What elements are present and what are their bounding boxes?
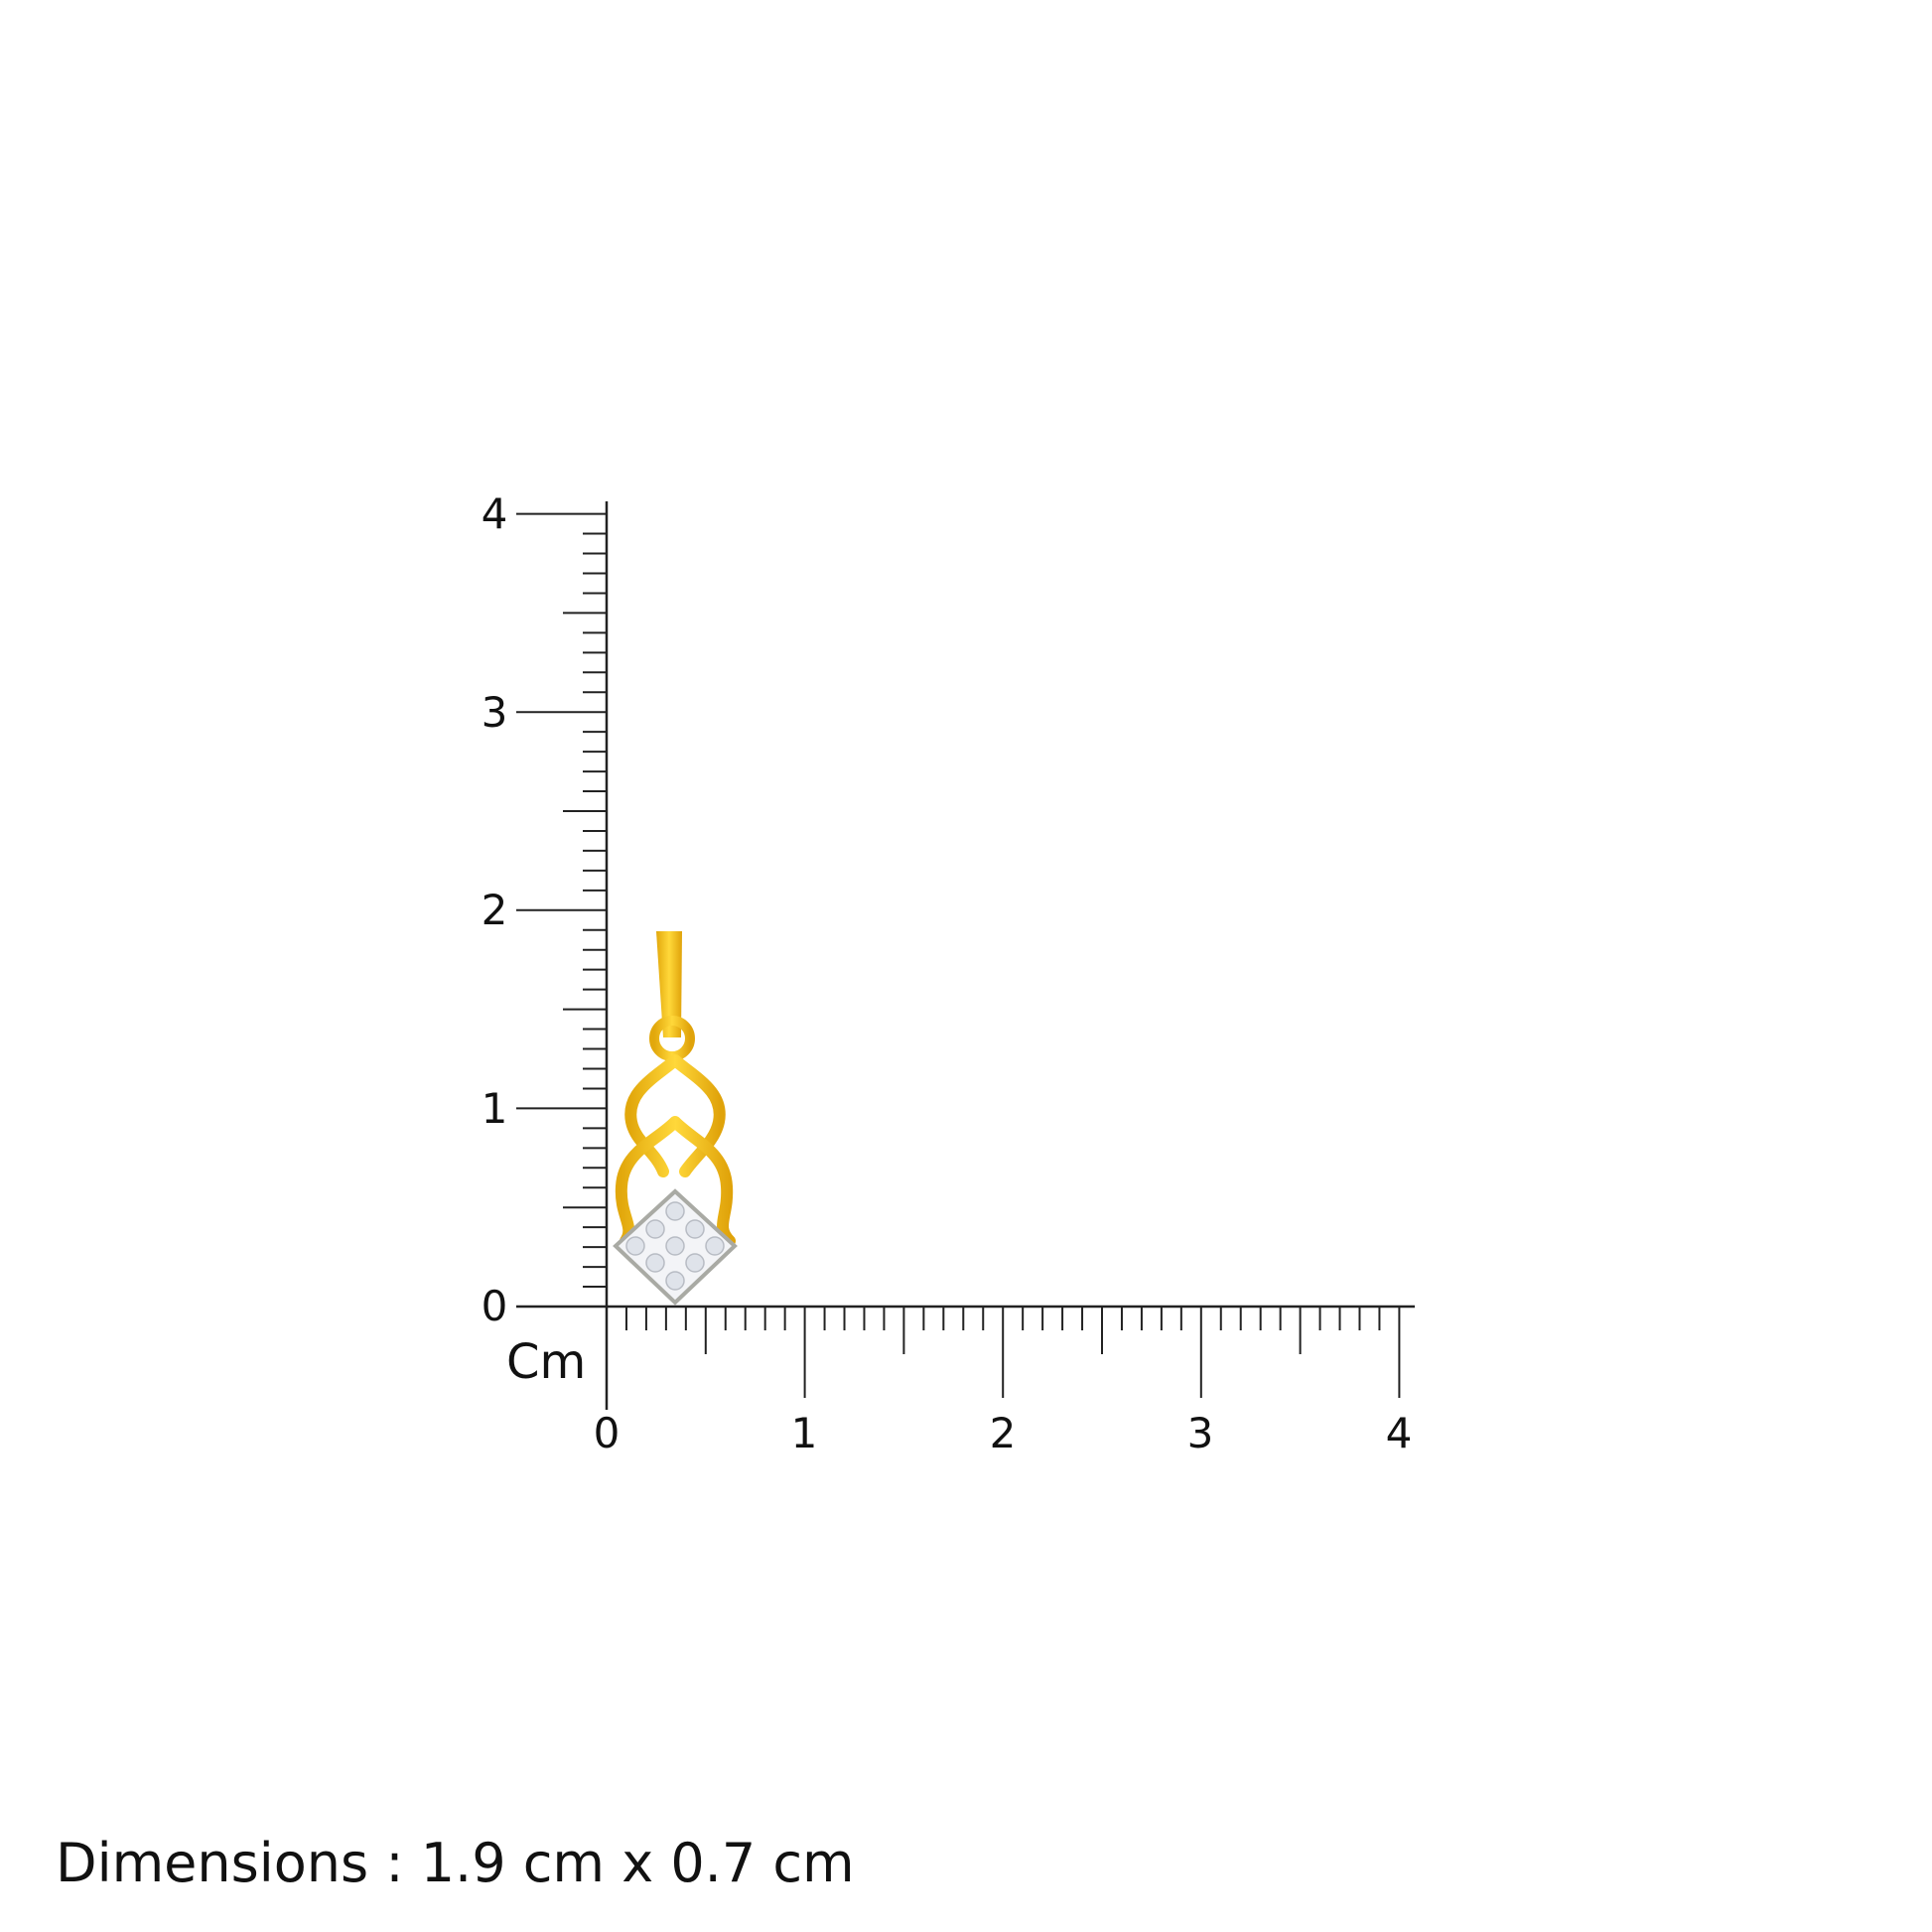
y-label-0: 0	[482, 1282, 508, 1330]
y-label-3: 3	[482, 688, 508, 737]
x-label-0: 0	[594, 1409, 621, 1457]
y-label-4: 4	[482, 489, 508, 538]
ruler-ticks	[516, 512, 1401, 1398]
y-axis-labels: 0 1 2 3 4	[482, 489, 508, 1330]
x-label-4: 4	[1386, 1409, 1413, 1457]
y-label-1: 1	[482, 1084, 508, 1133]
unit-label: Cm	[506, 1334, 586, 1390]
x-label-1: 1	[791, 1409, 818, 1457]
x-label-3: 3	[1187, 1409, 1214, 1457]
x-label-2: 2	[990, 1409, 1017, 1457]
pendant-image	[613, 931, 738, 1306]
x-axis-labels: 0 1 2 3 4	[594, 1409, 1413, 1457]
dimensions-text: Dimensions : 1.9 cm x 0.7 cm	[56, 1832, 855, 1894]
y-label-2: 2	[482, 886, 508, 934]
